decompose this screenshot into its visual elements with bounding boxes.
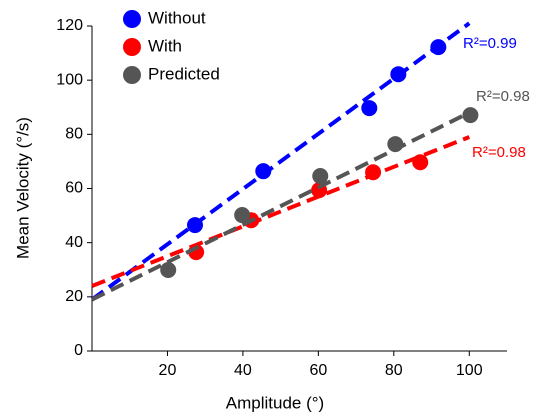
legend-label: With [148, 36, 182, 55]
legend-marker [123, 66, 141, 84]
y-axis-label: Mean Velocity (°/s) [13, 117, 32, 259]
fit-line [91, 110, 471, 302]
data-point [234, 207, 251, 224]
data-point [361, 100, 378, 117]
legend-label: Without [148, 8, 206, 27]
fit-line [91, 135, 471, 288]
data-point [160, 262, 177, 279]
data-point [365, 164, 382, 181]
x-tick-label: 80 [385, 362, 403, 379]
data-point [462, 107, 479, 124]
r2-annotation: R²=0.99 [463, 35, 517, 52]
fit-line [90, 21, 471, 302]
y-tick-label: 80 [65, 126, 83, 143]
data-point [412, 154, 429, 171]
data-point [186, 217, 203, 234]
y-tick-label: 60 [65, 180, 83, 197]
x-tick-label: 100 [456, 362, 483, 379]
data-point [430, 39, 447, 56]
data-point [387, 136, 404, 153]
y-tick-label: 100 [56, 71, 83, 88]
x-tick-label: 40 [234, 362, 252, 379]
r2-annotation: R²=0.98 [472, 144, 526, 161]
y-tick-label: 40 [65, 234, 83, 251]
legend-label: Predicted [148, 64, 220, 83]
data-point [312, 168, 329, 185]
data-point [390, 66, 407, 83]
y-tick-label: 120 [56, 17, 83, 34]
y-tick-label: 0 [74, 342, 83, 359]
x-axis-label: Amplitude (°) [226, 393, 324, 412]
legend-marker [123, 10, 141, 28]
y-tick-label: 20 [65, 288, 83, 305]
x-tick-label: 20 [159, 362, 177, 379]
r2-annotation: R²=0.98 [476, 88, 530, 105]
x-tick-label: 60 [309, 362, 327, 379]
legend-marker [123, 38, 141, 56]
data-point [255, 163, 272, 180]
